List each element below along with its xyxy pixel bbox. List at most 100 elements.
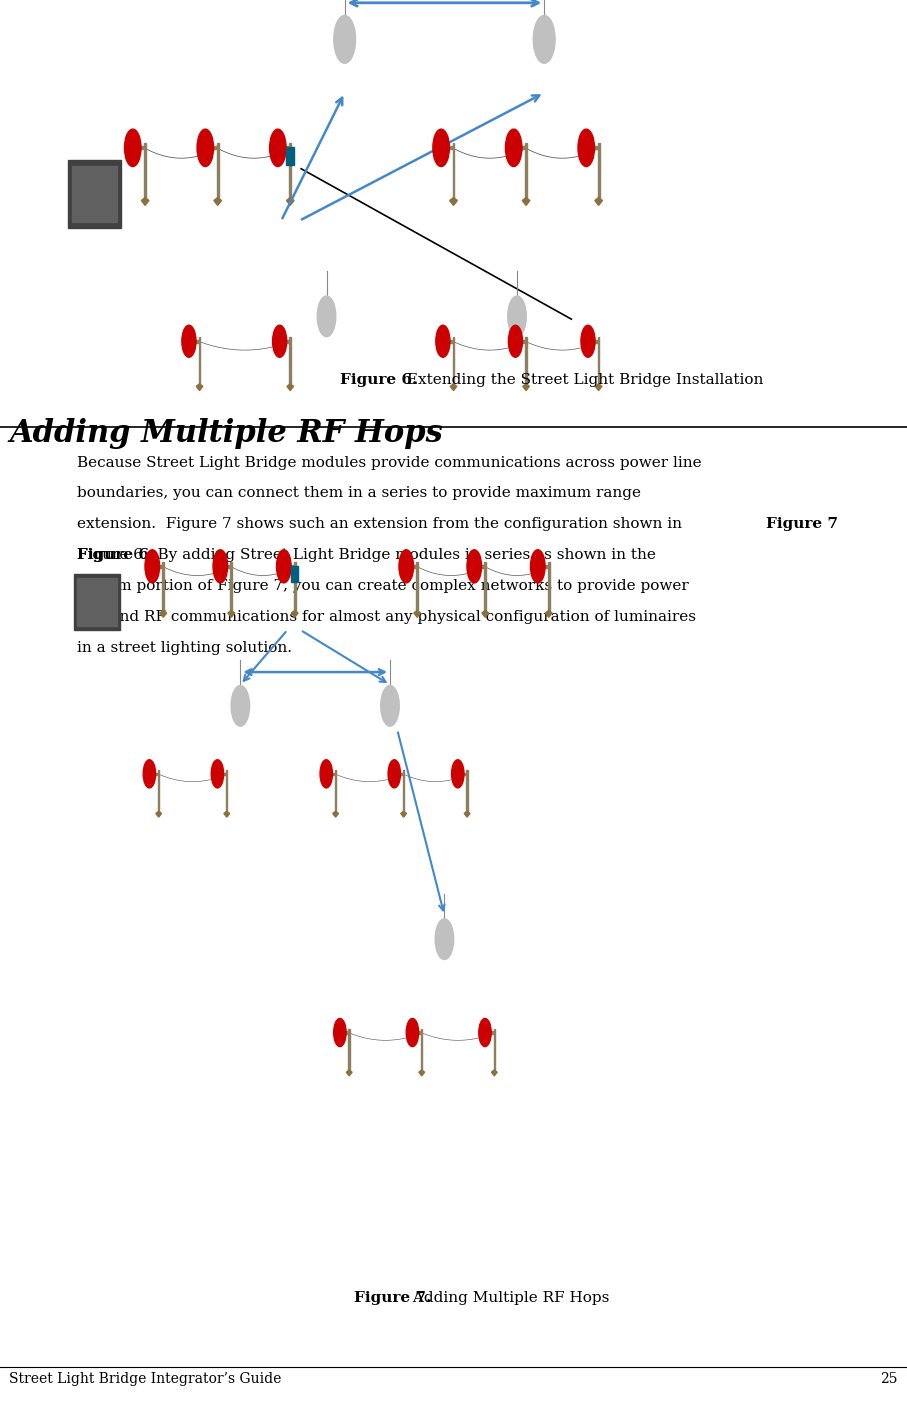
Text: boundaries, you can connect them in a series to provide maximum range: boundaries, you can connect them in a se… — [77, 486, 641, 501]
Bar — [218, 773, 226, 775]
Polygon shape — [414, 610, 421, 617]
Ellipse shape — [143, 759, 156, 787]
Bar — [458, 773, 466, 775]
Bar — [340, 1032, 348, 1033]
Bar — [548, 562, 550, 610]
Bar — [515, 340, 525, 343]
Bar — [220, 565, 230, 568]
Polygon shape — [346, 1070, 352, 1076]
Polygon shape — [156, 811, 161, 817]
Text: Figure 6: Figure 6 — [77, 548, 149, 562]
Bar — [226, 770, 228, 811]
Text: Figure 6.  By adding Street Light Bridge modules in series as shown in the: Figure 6. By adding Street Light Bridge … — [77, 548, 656, 562]
FancyBboxPatch shape — [68, 160, 121, 228]
Bar — [152, 565, 162, 568]
Text: Figure 6.: Figure 6. — [340, 373, 417, 387]
Text: line and RF communications for almost any physical configuration of luminaires: line and RF communications for almost an… — [77, 610, 696, 624]
Polygon shape — [545, 610, 552, 617]
Bar — [441, 146, 453, 149]
Bar — [413, 1032, 421, 1033]
Bar — [162, 562, 164, 610]
Text: 25: 25 — [881, 1372, 898, 1386]
Bar — [598, 337, 600, 384]
Bar — [158, 770, 160, 811]
Polygon shape — [595, 197, 602, 205]
Polygon shape — [522, 384, 530, 391]
Bar — [291, 565, 298, 582]
Bar — [538, 565, 548, 568]
Bar — [598, 143, 600, 197]
Text: Figure 7.: Figure 7. — [354, 1291, 431, 1305]
Ellipse shape — [505, 129, 522, 166]
Bar — [421, 1029, 423, 1070]
Text: Adding Multiple RF Hops: Adding Multiple RF Hops — [9, 418, 443, 449]
Polygon shape — [595, 384, 602, 391]
Polygon shape — [333, 811, 338, 817]
Text: in a street lighting solution.: in a street lighting solution. — [77, 641, 292, 655]
Ellipse shape — [181, 325, 196, 357]
Ellipse shape — [381, 686, 399, 725]
Ellipse shape — [334, 15, 356, 63]
Bar — [588, 340, 598, 343]
Polygon shape — [287, 197, 294, 205]
Bar — [403, 770, 405, 811]
Ellipse shape — [508, 297, 526, 336]
Ellipse shape — [580, 325, 595, 357]
Ellipse shape — [435, 920, 454, 959]
FancyBboxPatch shape — [74, 574, 120, 630]
Polygon shape — [401, 811, 406, 817]
Bar — [289, 337, 291, 384]
Polygon shape — [522, 197, 530, 205]
Bar — [513, 146, 525, 149]
Bar — [132, 146, 144, 149]
Ellipse shape — [406, 1018, 419, 1046]
Text: Because Street Light Bridge modules provide communications across power line: Because Street Light Bridge modules prov… — [77, 456, 702, 470]
Text: Street Light Bridge Integrator’s Guide: Street Light Bridge Integrator’s Guide — [9, 1372, 281, 1386]
Ellipse shape — [197, 129, 213, 166]
Bar — [199, 337, 200, 384]
Ellipse shape — [320, 759, 333, 787]
Bar — [525, 337, 527, 384]
Bar — [474, 565, 484, 568]
Bar — [144, 143, 146, 197]
Bar — [493, 1029, 495, 1070]
Ellipse shape — [231, 686, 249, 725]
Ellipse shape — [578, 129, 594, 166]
Ellipse shape — [213, 550, 228, 583]
Bar — [586, 146, 598, 149]
Ellipse shape — [508, 325, 522, 357]
Ellipse shape — [124, 129, 141, 166]
Ellipse shape — [433, 129, 449, 166]
Bar — [335, 770, 336, 811]
Bar — [395, 773, 403, 775]
Bar — [230, 562, 232, 610]
Polygon shape — [464, 811, 470, 817]
Polygon shape — [450, 384, 457, 391]
Text: extension.  Figure 7 shows such an extension from the configuration shown in: extension. Figure 7 shows such an extens… — [77, 517, 682, 531]
Bar — [327, 773, 335, 775]
Ellipse shape — [467, 550, 482, 583]
Text: Figure 7: Figure 7 — [766, 517, 837, 531]
Bar — [416, 562, 418, 610]
Ellipse shape — [452, 759, 464, 787]
Ellipse shape — [531, 550, 545, 583]
Bar — [289, 143, 291, 197]
Bar — [466, 770, 468, 811]
Ellipse shape — [388, 759, 401, 787]
Polygon shape — [450, 197, 457, 205]
Bar — [525, 143, 527, 197]
Ellipse shape — [399, 550, 414, 583]
Ellipse shape — [277, 550, 291, 583]
Bar — [484, 562, 486, 610]
FancyBboxPatch shape — [72, 166, 117, 222]
Bar — [189, 340, 199, 343]
FancyBboxPatch shape — [77, 578, 117, 626]
Polygon shape — [492, 1070, 497, 1076]
Ellipse shape — [317, 297, 336, 336]
Polygon shape — [224, 811, 229, 817]
Bar — [217, 143, 219, 197]
Polygon shape — [141, 197, 149, 205]
Ellipse shape — [334, 1018, 346, 1046]
Polygon shape — [160, 610, 167, 617]
Bar — [205, 146, 217, 149]
